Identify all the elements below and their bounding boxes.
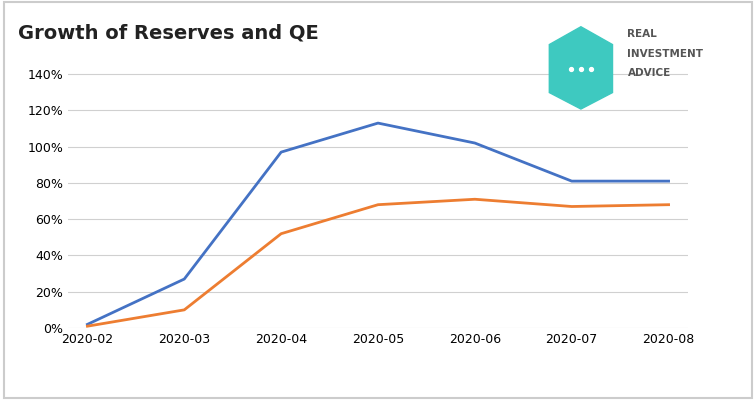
Legend: Reserves, Fed Net Asset Purchases (QE): Reserves, Fed Net Asset Purchases (QE) (155, 394, 515, 400)
Text: INVESTMENT: INVESTMENT (627, 49, 704, 59)
Text: ADVICE: ADVICE (627, 68, 671, 78)
Polygon shape (550, 27, 612, 109)
Text: REAL: REAL (627, 29, 657, 39)
Text: Growth of Reserves and QE: Growth of Reserves and QE (18, 23, 319, 42)
